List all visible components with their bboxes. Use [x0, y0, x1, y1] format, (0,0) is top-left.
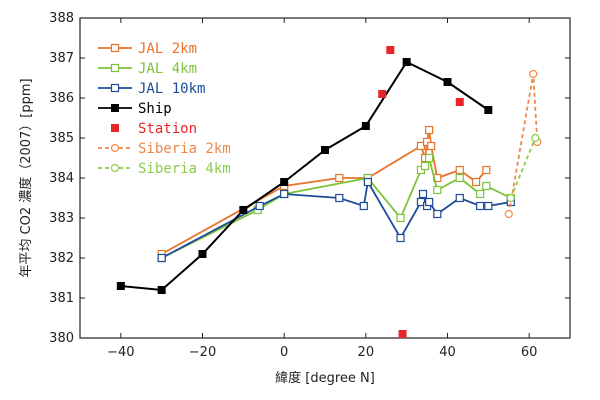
data-point-jal-2km	[425, 125, 434, 135]
series-ship	[116, 58, 493, 294]
legend-item: JAL 2km	[98, 41, 197, 57]
y-axis-title: 年平均 CO2 濃度（2007）[ppm]	[18, 78, 34, 277]
series-siberia-4km	[506, 133, 540, 203]
legend-marker	[110, 63, 120, 73]
data-point-jal-2km	[482, 165, 491, 175]
data-point-ship	[321, 146, 329, 154]
legend-item: Siberia 4km	[98, 161, 231, 177]
y-tick-label: 383	[49, 211, 74, 226]
legend-marker	[110, 143, 120, 153]
data-point-station	[386, 46, 395, 54]
data-point-jal-4km	[482, 181, 491, 191]
y-tick-label: 384	[49, 171, 74, 186]
data-point-jal-4km	[396, 213, 405, 223]
data-point-jal-4km	[420, 161, 430, 171]
data-point-siberia-2km	[504, 209, 513, 219]
data-point-ship	[239, 206, 248, 214]
series-line-ship	[120, 60, 489, 292]
x-tick-label: 0	[280, 345, 288, 360]
x-tick-label: −20	[189, 345, 216, 360]
y-tick-label: 388	[49, 11, 74, 26]
data-point-jal-10km	[255, 201, 264, 211]
data-point-station	[455, 98, 464, 106]
x-axis-title: 緯度 [degree N]	[275, 370, 375, 386]
data-point-ship	[157, 286, 166, 294]
x-tick-label: −40	[107, 345, 134, 360]
series-station	[378, 46, 464, 338]
y-tick-label: 387	[49, 51, 74, 66]
data-point-jal-4km	[476, 189, 485, 199]
data-point-jal-4km	[425, 153, 434, 163]
plot-area	[79, 17, 571, 339]
data-point-jal-10km	[484, 201, 493, 211]
legend-item: JAL 4km	[98, 61, 197, 77]
legend-marker	[110, 163, 120, 173]
legend-marker	[110, 43, 120, 53]
data-point-jal-10km	[396, 233, 405, 243]
data-point-jal-10km	[425, 197, 434, 207]
data-point-jal-4km	[433, 185, 442, 195]
data-point-jal-10km	[335, 193, 344, 203]
data-point-ship	[443, 78, 452, 86]
data-point-jal-10km	[280, 189, 289, 199]
x-tick-label: 20	[358, 345, 375, 360]
data-point-ship	[198, 250, 207, 258]
legend-label: Station	[138, 121, 197, 137]
legend-marker	[111, 104, 119, 112]
data-point-jal-2km	[427, 141, 436, 151]
axis-ticks: −40 −20 0 20 40 60 380 381 382 383 384 385 386 387 388	[49, 11, 570, 360]
legend-marker	[110, 83, 120, 93]
data-point-ship	[116, 282, 125, 290]
data-point-jal-2km	[471, 177, 481, 187]
x-tick-label: 40	[439, 345, 456, 360]
data-marks	[116, 46, 542, 338]
legend-item: Siberia 2km	[98, 141, 231, 157]
data-point-jal-4km	[455, 173, 464, 183]
data-point-jal-10km	[363, 177, 372, 187]
data-point-ship	[361, 122, 370, 130]
data-point-ship	[484, 106, 493, 114]
x-tick-label: 60	[521, 345, 538, 360]
legend-label: Siberia 2km	[138, 141, 231, 157]
data-point-jal-10km	[433, 209, 442, 219]
data-point-jal-10km	[476, 201, 485, 211]
legend-marker	[111, 124, 119, 132]
y-tick-label: 385	[49, 131, 74, 146]
legend-label: JAL 2km	[138, 41, 197, 57]
legend-label: JAL 10km	[138, 81, 205, 97]
legend-item: Station	[111, 121, 197, 137]
data-point-jal-10km	[157, 253, 166, 263]
data-point-ship	[402, 58, 411, 66]
legend-item: Ship	[98, 101, 172, 117]
legend-label: Siberia 4km	[138, 161, 231, 177]
data-point-ship	[280, 178, 289, 186]
legend-item: JAL 10km	[98, 81, 205, 97]
data-point-siberia-4km	[531, 133, 540, 143]
legend: JAL 2km JAL 4km JAL 10km Ship Station Siberia…	[98, 41, 231, 177]
series-jal-10km	[157, 177, 515, 263]
data-point-jal-10km	[455, 193, 464, 203]
data-point-jal-2km	[335, 173, 344, 183]
y-tick-label: 382	[49, 251, 74, 266]
series-line-siberia-4km	[509, 137, 537, 199]
data-point-jal-10km	[418, 189, 428, 199]
data-point-station	[398, 330, 407, 338]
legend-label: JAL 4km	[138, 61, 197, 77]
data-point-jal-10km	[359, 201, 368, 211]
data-point-jal-2km	[455, 165, 464, 175]
y-tick-label: 380	[49, 331, 74, 346]
data-point-station	[378, 90, 387, 98]
y-tick-label: 386	[49, 91, 74, 106]
data-point-siberia-4km	[506, 193, 515, 203]
y-tick-label: 381	[49, 291, 74, 306]
data-point-siberia-2km	[529, 69, 538, 79]
legend-label: Ship	[138, 101, 172, 117]
